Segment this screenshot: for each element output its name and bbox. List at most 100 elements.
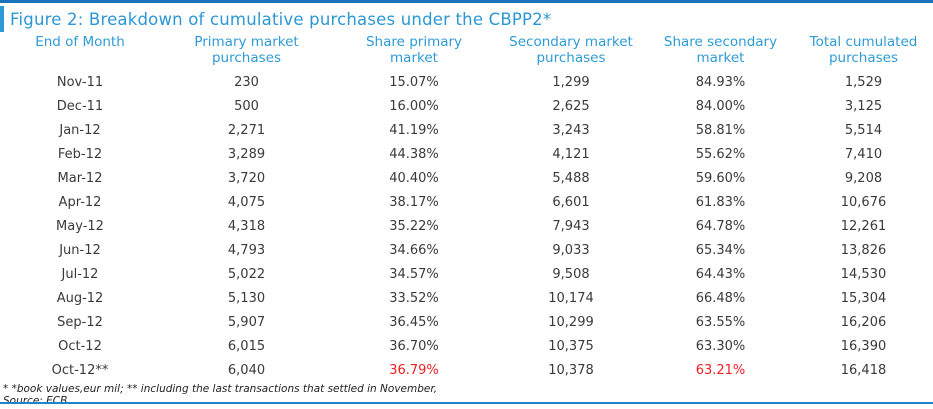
value-cell: 2,625 [552,98,590,114]
value-cell: 9,033 [552,242,590,258]
month-cell: Aug-12 [56,290,104,306]
source-text: Source: ECB [3,394,68,407]
value-cell: 38.17% [389,194,439,210]
value-cell: 4,121 [552,146,590,162]
value-cell: 41.19% [389,122,439,138]
value-cell: 66.48% [695,290,746,306]
value-cell: 36.45% [389,314,439,330]
table-header-row: End of Month Primary market purchases Shar… [0,34,933,70]
column-header: Primary market purchases [194,34,299,66]
value-cell: 84.93% [695,74,746,90]
value-cell: 84.00% [695,98,746,114]
value-cell: 3,289 [227,146,266,162]
value-cell: 64.78% [695,218,746,234]
table-row: Jul-12 5,022 34.57% 9,508 64.43% 14,530 [0,262,933,286]
month-cell: Dec-11 [56,98,104,114]
value-cell: 4,075 [227,194,266,210]
table-row: Jan-12 2,271 41.19% 3,243 58.81% 5,514 [0,118,933,142]
purchases-table: End of Month Primary market purchases Shar… [0,34,933,382]
value-cell: 5,907 [227,314,266,330]
value-cell: 12,261 [840,218,887,234]
value-cell: 64.43% [695,266,746,282]
title-accent-bar [0,6,4,32]
table-row: Aug-12 5,130 33.52% 10,174 66.48% 15,304 [0,286,933,310]
value-cell: 16,390 [840,338,887,354]
value-cell: 10,299 [548,314,594,330]
column-header: End of Month [35,34,125,50]
value-cell: 15.07% [389,74,439,90]
figure-title-row: Figure 2: Breakdown of cumulative purcha… [0,4,933,34]
value-cell: 3,243 [552,122,590,138]
value-cell: 34.66% [389,242,439,258]
value-cell: 16,206 [840,314,887,330]
value-cell: 5,488 [552,170,590,186]
table-row: Feb-12 3,289 44.38% 4,121 55.62% 7,410 [0,142,933,166]
value-cell: 58.81% [695,122,746,138]
month-cell: Jan-12 [59,122,101,138]
value-cell: 6,040 [227,362,266,378]
value-cell: 13,826 [840,242,887,258]
value-cell: 63.21% [695,362,746,378]
value-cell: 230 [234,74,259,90]
table-row: Oct-12 6,015 36.70% 10,375 63.30% 16,390 [0,334,933,358]
value-cell: 63.30% [695,338,746,354]
value-cell: 7,410 [844,146,883,162]
value-cell: 34.57% [389,266,439,282]
value-cell: 3,720 [227,170,266,186]
value-cell: 40.40% [389,170,439,186]
value-cell: 16.00% [389,98,439,114]
value-cell: 5,130 [227,290,266,306]
month-cell: May-12 [56,218,104,234]
value-cell: 3,125 [844,98,883,114]
value-cell: 5,514 [844,122,883,138]
top-border-rule [0,0,933,3]
table-row: Mar-12 3,720 40.40% 5,488 59.60% 9,208 [0,166,933,190]
value-cell: 6,015 [227,338,266,354]
figure-title: Figure 2: Breakdown of cumulative purcha… [10,9,552,29]
value-cell: 4,793 [227,242,266,258]
value-cell: 61.83% [695,194,746,210]
table-row: Jun-12 4,793 34.66% 9,033 65.34% 13,826 [0,238,933,262]
month-cell: Jun-12 [59,242,101,258]
value-cell: 9,508 [552,266,590,282]
column-header: Secondary market purchases [509,34,633,66]
value-cell: 55.62% [695,146,746,162]
value-cell: 2,271 [227,122,266,138]
table-row: Dec-11 500 16.00% 2,625 84.00% 3,125 [0,94,933,118]
footnote-text: * *book values,eur mil; ** including the… [3,383,438,395]
value-cell: 10,375 [548,338,594,354]
month-cell: Sep-12 [57,314,103,330]
value-cell: 36.79% [389,362,439,378]
value-cell: 35.22% [389,218,439,234]
bottom-border-rule [0,402,933,404]
month-cell: Oct-12 [58,338,102,354]
value-cell: 44.38% [389,146,439,162]
value-cell: 59.60% [695,170,746,186]
table-row: May-12 4,318 35.22% 7,943 64.78% 12,261 [0,214,933,238]
value-cell: 10,174 [548,290,594,306]
value-cell: 9,208 [844,170,883,186]
column-header: Share secondary market [663,34,778,66]
value-cell: 14,530 [840,266,887,282]
value-cell: 500 [234,98,259,114]
value-cell: 63.55% [695,314,746,330]
value-cell: 6,601 [552,194,590,210]
value-cell: 10,676 [840,194,887,210]
value-cell: 65.34% [695,242,746,258]
value-cell: 10,378 [548,362,594,378]
value-cell: 15,304 [840,290,887,306]
month-cell: Feb-12 [57,146,103,162]
value-cell: 36.70% [389,338,439,354]
month-cell: Mar-12 [57,170,103,186]
value-cell: 7,943 [552,218,590,234]
table-row: Apr-12 4,075 38.17% 6,601 61.83% 10,676 [0,190,933,214]
value-cell: 5,022 [227,266,266,282]
value-cell: 1,529 [844,74,883,90]
column-header: Total cumulated purchases [809,34,918,66]
month-cell: Oct-12** [51,362,109,378]
month-cell: Nov-11 [56,74,104,90]
column-header: Share primary market [365,34,463,66]
footnotes-block: * *book values,eur mil; ** including the… [3,383,933,407]
month-cell: Apr-12 [58,194,102,210]
